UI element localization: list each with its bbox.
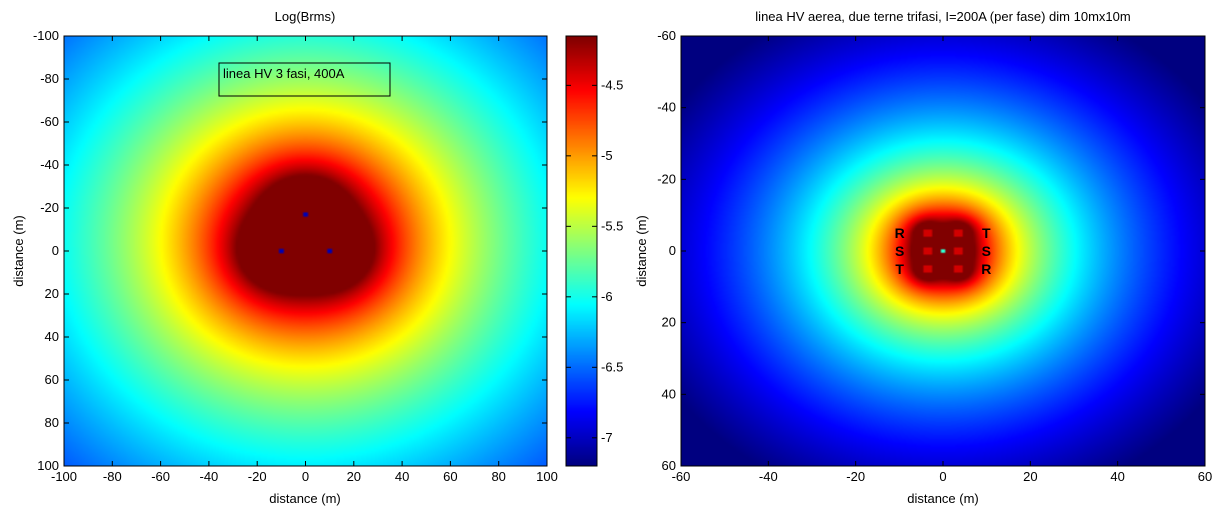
y-tick-label: 0 <box>669 243 676 258</box>
x-tick-label: 40 <box>395 469 409 484</box>
right-x-ticks: -60 -40 -20 0 20 40 60 <box>672 36 1212 484</box>
colorbar-frame <box>565 35 598 467</box>
x-tick-label: 60 <box>443 469 457 484</box>
colorbar-ticks: -4.5 -5 -5.5 -6 -6.5 -7 <box>566 77 623 445</box>
colorbar-tick-label: -7 <box>601 430 613 445</box>
x-tick-label: -80 <box>103 469 122 484</box>
x-tick-label: 0 <box>939 469 946 484</box>
right-heatmap <box>681 36 1205 466</box>
x-tick-label: -40 <box>200 469 219 484</box>
right-y-axis-label: distance (m) <box>634 215 649 287</box>
right-y-ticks: -60 -40 -20 0 20 40 60 <box>657 28 1205 473</box>
y-tick-label: 80 <box>45 415 59 430</box>
x-tick-label: 80 <box>491 469 505 484</box>
y-tick-label: 60 <box>45 372 59 387</box>
x-tick-label: -60 <box>672 469 691 484</box>
y-tick-label: -20 <box>657 171 676 186</box>
colorbar-tick-label: -4.5 <box>601 77 623 92</box>
x-tick-label: 40 <box>1110 469 1124 484</box>
phase-label: T <box>895 261 904 277</box>
left-plot: Log(Brms) -100 -80 -60 -40 -20 0 20 40 60 80 100 -… <box>11 9 558 506</box>
y-tick-label: 60 <box>662 458 676 473</box>
x-tick-label: 60 <box>1198 469 1212 484</box>
phase-label: R <box>895 225 905 241</box>
x-tick-label: -100 <box>51 469 77 484</box>
phase-label: R <box>981 261 991 277</box>
right-plot-title: linea HV aerea, due terne trifasi, I=200… <box>755 9 1130 24</box>
y-tick-label: 100 <box>37 458 59 473</box>
x-tick-label: 20 <box>347 469 361 484</box>
left-y-ticks: -100 -80 -60 -40 -20 0 20 40 60 80 100 <box>33 28 547 473</box>
x-tick-label: -40 <box>759 469 778 484</box>
y-tick-label: -100 <box>33 28 59 43</box>
x-tick-label: 20 <box>1023 469 1037 484</box>
left-annotation-box <box>218 62 391 97</box>
y-tick-label: -60 <box>657 28 676 43</box>
x-tick-label: 0 <box>302 469 309 484</box>
left-heatmap <box>64 36 547 466</box>
y-tick-label: 0 <box>52 243 59 258</box>
y-tick-label: -60 <box>40 114 59 129</box>
y-tick-label: -40 <box>657 100 676 115</box>
left-plot-title: Log(Brms) <box>275 9 336 24</box>
right-plot: linea HV aerea, due terne trifasi, I=200… <box>634 9 1212 506</box>
colorbar-tick-label: -5 <box>601 148 613 163</box>
colorbar-tick-label: -5.5 <box>601 218 623 233</box>
phase-label: S <box>982 243 991 259</box>
right-x-axis-label: distance (m) <box>907 491 979 506</box>
left-y-axis-label: distance (m) <box>11 215 26 287</box>
colorbar-tick-label: -6.5 <box>601 359 623 374</box>
y-tick-label: 40 <box>662 386 676 401</box>
x-tick-label: 100 <box>536 469 558 484</box>
phase-label: T <box>982 225 991 241</box>
x-tick-label: -20 <box>846 469 865 484</box>
x-tick-label: -60 <box>151 469 170 484</box>
phase-label: S <box>895 243 904 259</box>
x-tick-label: -20 <box>248 469 267 484</box>
left-x-ticks: -100 -80 -60 -40 -20 0 20 40 60 80 100 <box>51 36 558 484</box>
left-annotation-text: linea HV 3 fasi, 400A <box>223 66 345 81</box>
colorbar-gradient <box>566 36 597 466</box>
y-tick-label: -40 <box>40 157 59 172</box>
y-tick-label: 40 <box>45 329 59 344</box>
y-tick-label: -20 <box>40 200 59 215</box>
left-x-axis-label: distance (m) <box>269 491 341 506</box>
y-tick-label: 20 <box>662 315 676 330</box>
colorbar-tick-label: -6 <box>601 289 613 304</box>
colorbar: -4.5 -5 -5.5 -6 -6.5 -7 <box>565 35 623 467</box>
y-tick-label: -80 <box>40 71 59 86</box>
y-tick-label: 20 <box>45 286 59 301</box>
